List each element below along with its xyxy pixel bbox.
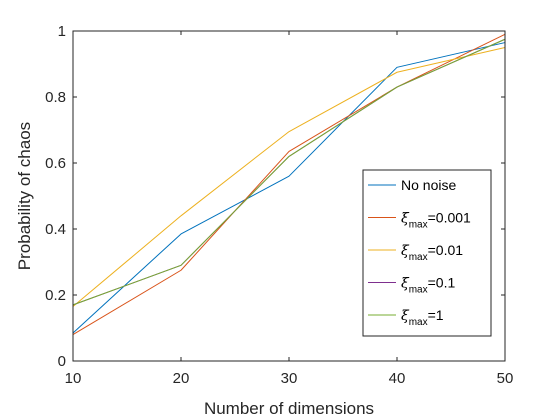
series-line-4 xyxy=(72,38,506,306)
x-axis-label: Number of dimensions xyxy=(204,399,374,418)
x-tick-label: 30 xyxy=(281,370,298,387)
x-tick-label: 10 xyxy=(65,370,82,387)
y-tick-label: 1 xyxy=(58,23,66,40)
y-axis-label: Probability of chaos xyxy=(15,122,34,270)
legend-symbol: ξ xyxy=(401,276,410,292)
legend-subscript: max xyxy=(409,252,428,263)
x-tick-label: 50 xyxy=(497,370,514,387)
legend-value: =0.001 xyxy=(428,210,471,226)
y-tick-label: 0.8 xyxy=(45,89,66,106)
legend-symbol: ξ xyxy=(401,211,410,227)
legend-label-0: No noise xyxy=(401,177,456,193)
y-tick-label: 0 xyxy=(58,353,66,370)
legend-label-1: ξmax=0.001 xyxy=(401,210,471,231)
legend-subscript: max xyxy=(409,317,428,328)
legend-label-2: ξmax=0.01 xyxy=(401,242,463,263)
legend-value: =0.1 xyxy=(428,275,456,291)
series-line-1 xyxy=(72,33,506,336)
legend-label-3: ξmax=0.1 xyxy=(401,275,455,296)
legend-subscript: max xyxy=(409,285,428,296)
x-tick-label: 40 xyxy=(389,370,406,387)
legend: No noiseξmax=0.001ξmax=0.01ξmax=0.1ξmax=… xyxy=(362,169,492,337)
legend-box xyxy=(362,169,492,337)
series-layer xyxy=(72,33,506,336)
y-tick-label: 0.6 xyxy=(45,155,66,172)
series-line-2 xyxy=(72,47,506,307)
y-tick-label: 0.2 xyxy=(45,287,66,304)
legend-symbol: ξ xyxy=(401,243,410,259)
x-tick-label: 20 xyxy=(173,370,190,387)
legend-symbol: ξ xyxy=(401,308,410,324)
legend-subscript: max xyxy=(409,220,428,231)
y-tick-label: 0.4 xyxy=(45,221,66,238)
legend-label-4: ξmax=1 xyxy=(401,307,444,328)
series-line-0 xyxy=(72,42,506,334)
ticks-layer: 10 20 30 40 50 0 0.2 0.4 0.6 0.8 1 xyxy=(45,23,513,387)
legend-value: =0.01 xyxy=(428,242,464,258)
legend-value: =1 xyxy=(428,307,444,323)
